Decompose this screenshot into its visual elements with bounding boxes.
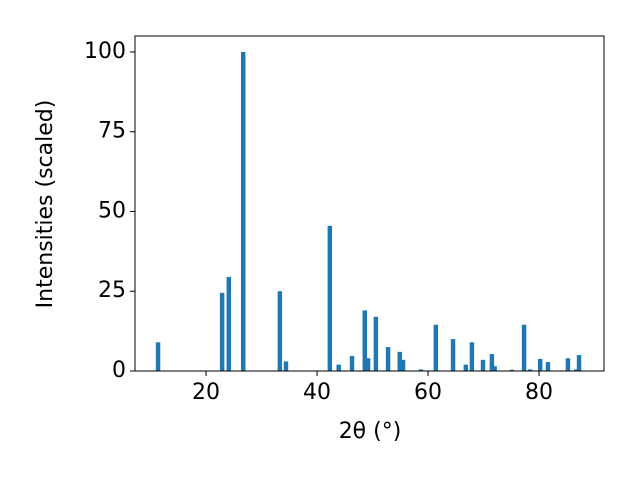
bar <box>277 291 283 371</box>
y-tick-label: 25 <box>98 278 126 303</box>
y-axis-label: Intensities (scaled) <box>33 100 58 309</box>
y-tick-label: 0 <box>112 358 126 383</box>
bar <box>336 364 341 371</box>
bar <box>480 359 486 371</box>
x-tick-label: 80 <box>525 380 553 405</box>
bar <box>469 342 475 371</box>
bar <box>509 369 515 371</box>
bar <box>463 364 469 371</box>
bar <box>226 276 232 371</box>
bar <box>521 324 527 371</box>
bar <box>527 369 533 371</box>
bar <box>418 369 424 371</box>
bar <box>576 355 582 371</box>
y-tick-label: 100 <box>84 39 126 64</box>
y-tick-label: 75 <box>98 119 126 144</box>
x-tick-label: 60 <box>414 380 442 405</box>
bar <box>537 358 543 371</box>
bar <box>397 351 402 371</box>
y-tick-label: 50 <box>98 198 126 223</box>
bar <box>362 310 368 371</box>
x-tick-label: 40 <box>303 380 331 405</box>
bar <box>385 347 391 371</box>
x-axis-label: 2θ (°) <box>339 419 402 444</box>
bar <box>241 51 246 371</box>
bar <box>349 356 355 371</box>
bar <box>327 225 333 371</box>
bar <box>155 342 161 371</box>
bar <box>565 358 571 371</box>
plot-frame <box>134 35 605 372</box>
bar <box>400 359 406 371</box>
bar <box>492 366 497 371</box>
bar <box>450 339 456 371</box>
bar <box>545 362 551 371</box>
bar <box>219 292 225 371</box>
bar <box>489 354 495 371</box>
bar <box>373 316 379 371</box>
bar <box>283 361 289 371</box>
x-tick-label: 20 <box>192 380 220 405</box>
bar <box>574 369 579 371</box>
bar <box>365 358 371 371</box>
bar <box>433 324 439 371</box>
